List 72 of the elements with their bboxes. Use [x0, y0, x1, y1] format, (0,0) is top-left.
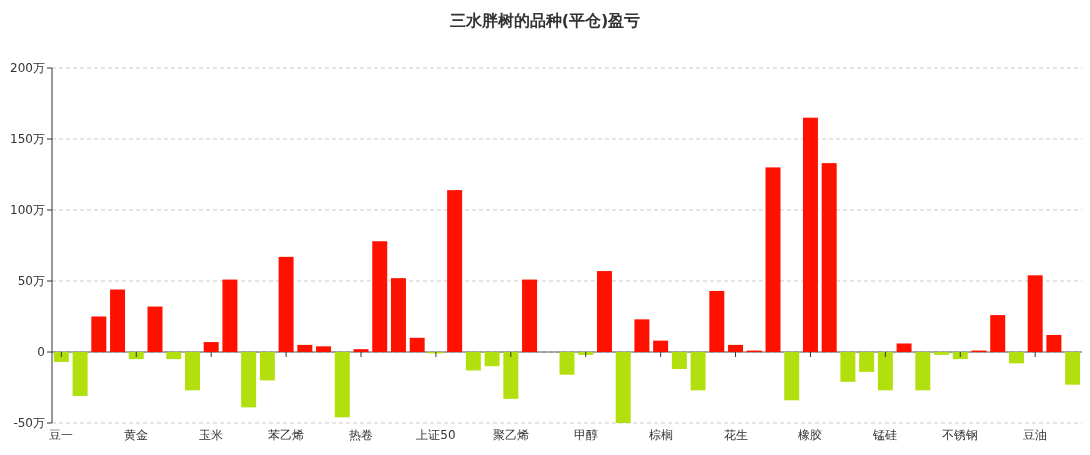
y-tick-label: 100万: [10, 203, 45, 217]
bar: [297, 344, 313, 352]
bar: [709, 290, 725, 352]
bar: [334, 352, 350, 418]
x-tick-label: 花生: [723, 428, 748, 442]
bar: [372, 241, 388, 352]
bar: [484, 352, 500, 367]
x-tick-label: 橡胶: [798, 428, 823, 442]
bar: [802, 117, 818, 352]
bar: [241, 352, 257, 408]
bar: [896, 343, 912, 352]
bar: [128, 352, 144, 360]
bar: [316, 346, 332, 352]
bar: [653, 340, 669, 352]
bar: [934, 352, 950, 355]
bar: [728, 344, 744, 352]
y-tick-label: 50万: [17, 274, 45, 288]
bar: [203, 342, 219, 352]
x-tick-label: 豆油: [1023, 428, 1048, 442]
x-tick-label: 苯乙烯: [268, 428, 305, 442]
x-tick-label: 黄金: [124, 428, 149, 442]
bar: [53, 352, 69, 362]
bar: [72, 352, 88, 397]
bar: [1065, 352, 1081, 385]
bar: [503, 352, 519, 399]
y-tick-label: 150万: [10, 132, 45, 146]
bar: [877, 352, 893, 391]
x-tick-label: 聚乙烯: [492, 428, 529, 442]
bar: [859, 352, 875, 372]
bar: [409, 337, 425, 352]
x-tick-label: 甲醇: [573, 428, 598, 442]
bar: [91, 316, 107, 352]
bar: [447, 190, 463, 352]
x-tick-label: 棕榈: [648, 428, 673, 442]
x-tick-label: 锰硅: [872, 428, 898, 442]
bar: [840, 352, 856, 382]
bar: [110, 289, 126, 352]
bar: [578, 352, 594, 355]
x-tick-label: 玉米: [199, 428, 224, 442]
bar: [353, 349, 369, 352]
bar: [915, 352, 931, 391]
bar: [596, 271, 612, 352]
bar: [821, 163, 837, 352]
bar: [671, 352, 687, 370]
bar: [1046, 334, 1062, 352]
y-tick-label: -50万: [13, 416, 45, 430]
bar: [278, 256, 294, 352]
bar: [166, 352, 182, 360]
y-tick-label: 200万: [10, 61, 45, 75]
x-tick-label: 不锈钢: [942, 428, 979, 442]
bar: [765, 167, 781, 352]
y-tick-label: 0: [37, 345, 45, 359]
bar: [1027, 275, 1043, 352]
bar: [784, 352, 800, 401]
x-tick-label: 热卷: [349, 428, 373, 442]
bar: [952, 352, 968, 360]
bar: [634, 319, 650, 352]
bar: [184, 352, 200, 391]
bar: [222, 279, 238, 352]
bar: [259, 352, 275, 381]
bar: [522, 279, 538, 352]
bar: [390, 278, 406, 352]
bar: [147, 306, 163, 352]
bar: [615, 352, 631, 423]
bar: [690, 352, 706, 391]
chart-title: 三水胖树的品种(平仓)盈亏: [449, 11, 641, 30]
bar: [559, 352, 575, 375]
x-tick-label: 上证50: [416, 428, 456, 442]
bar: [990, 315, 1006, 352]
x-tick-label: 豆一: [49, 428, 74, 442]
bar: [465, 352, 481, 371]
bar: [1008, 352, 1024, 364]
